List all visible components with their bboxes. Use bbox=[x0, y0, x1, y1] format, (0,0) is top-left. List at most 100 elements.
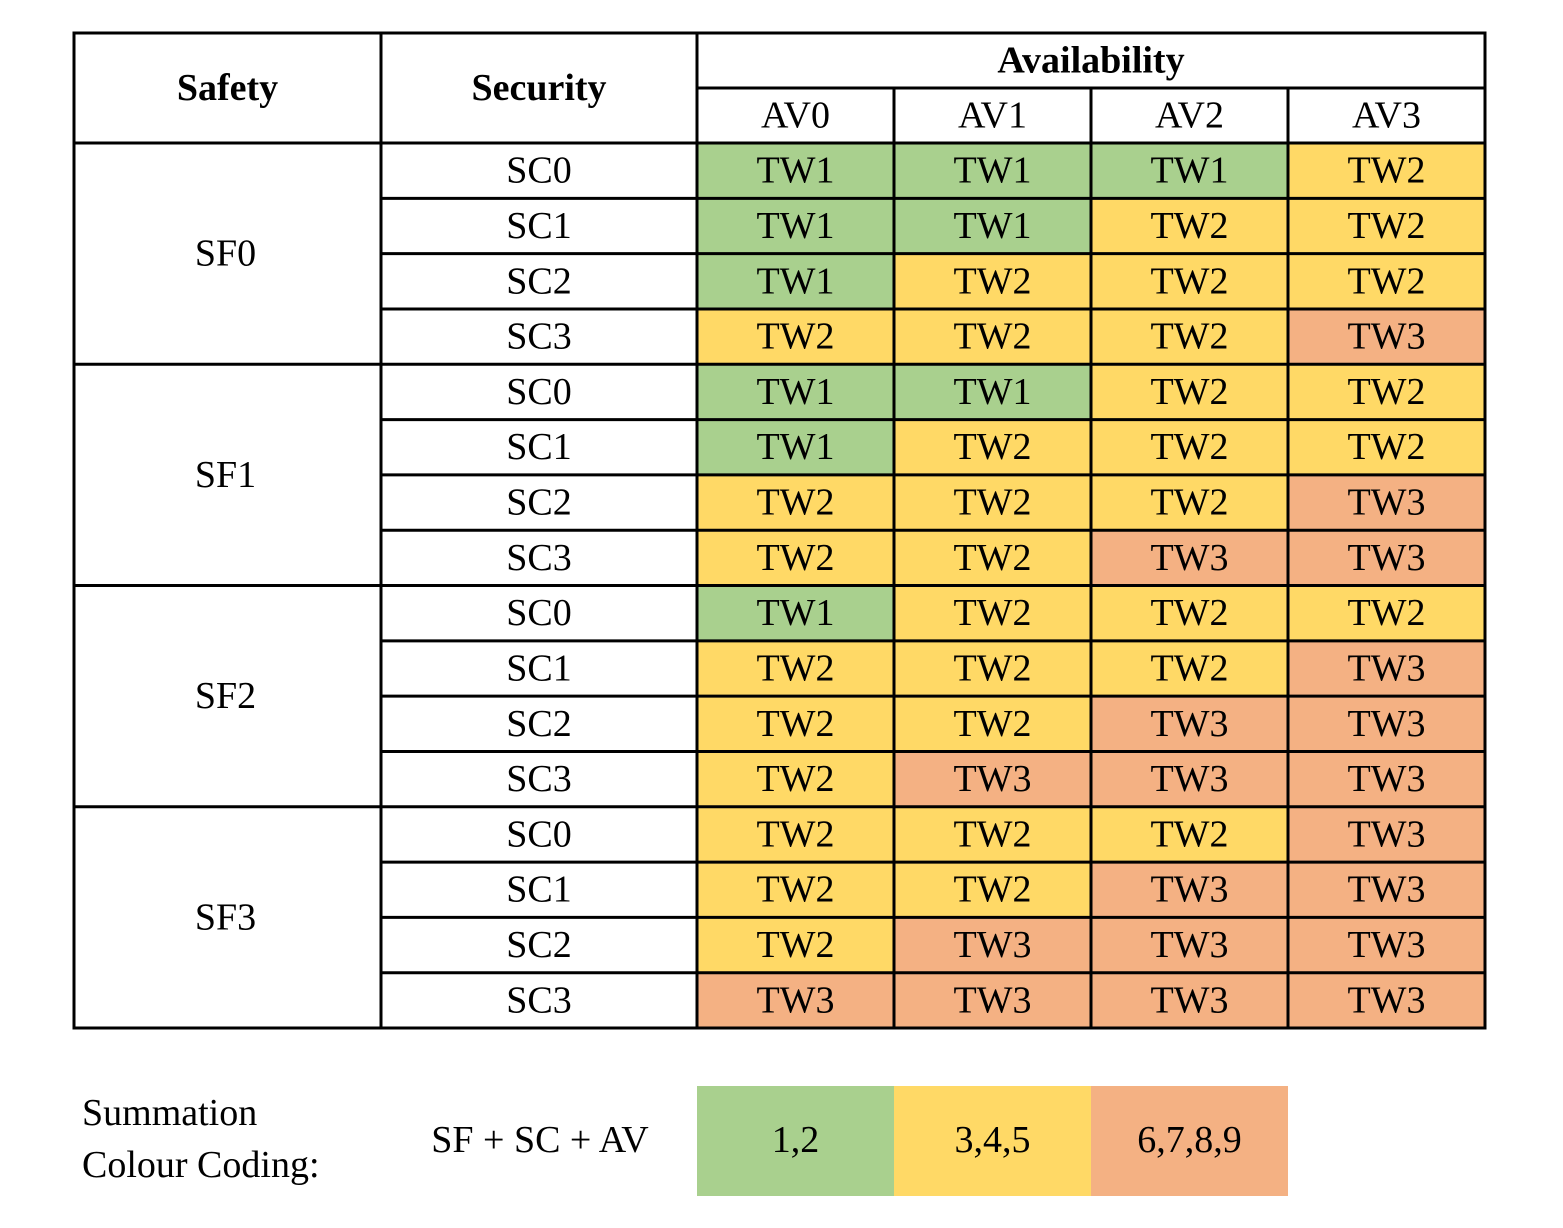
cell-text: TW2 bbox=[756, 482, 834, 524]
cell-fill bbox=[894, 751, 1091, 807]
cell-fill bbox=[1288, 530, 1485, 586]
cell-fill bbox=[1091, 474, 1288, 531]
cell-text: TW1 bbox=[1150, 150, 1228, 192]
cell-fill bbox=[894, 143, 1091, 199]
safety-label: SF3 bbox=[195, 896, 256, 938]
cell-fill bbox=[1091, 253, 1288, 309]
cell-fill bbox=[1091, 806, 1288, 863]
security-label: SC2 bbox=[506, 482, 571, 524]
cell-fill bbox=[697, 585, 894, 641]
cell-fill bbox=[894, 253, 1091, 309]
cell-text: TW2 bbox=[953, 426, 1031, 468]
cell-fill bbox=[1091, 364, 1288, 420]
legend-swatch bbox=[697, 1086, 894, 1196]
cell-text: TW2 bbox=[756, 647, 834, 689]
cell-text: TW3 bbox=[1347, 924, 1425, 966]
security-label: SC1 bbox=[506, 426, 571, 468]
security-label: SC1 bbox=[506, 205, 571, 247]
cell-text: TW1 bbox=[756, 426, 834, 468]
cell-text: TW2 bbox=[756, 869, 834, 911]
cell-fill bbox=[894, 640, 1091, 697]
header: Security bbox=[471, 67, 606, 109]
cell-fill bbox=[1091, 696, 1288, 752]
cell-fill bbox=[697, 917, 894, 973]
security-label: SC3 bbox=[506, 758, 571, 800]
header: Availability bbox=[997, 40, 1184, 82]
cell-text: TW2 bbox=[1150, 426, 1228, 468]
cell-text: TW3 bbox=[1150, 703, 1228, 745]
cell-fill bbox=[697, 806, 894, 863]
cell-fill bbox=[1091, 530, 1288, 586]
cell-text: TW2 bbox=[1150, 205, 1228, 247]
cell-fill bbox=[1091, 640, 1288, 697]
safety-label: SF0 bbox=[195, 233, 256, 275]
cell-text: TW2 bbox=[1347, 426, 1425, 468]
cell-text: TW2 bbox=[756, 703, 834, 745]
cell-text: TW2 bbox=[953, 813, 1031, 855]
cell-text: TW2 bbox=[756, 758, 834, 800]
cell-text: TW2 bbox=[1150, 260, 1228, 302]
cell-text: TW3 bbox=[1347, 703, 1425, 745]
legend-label: 1,2 bbox=[772, 1119, 820, 1161]
cell-fill bbox=[894, 972, 1091, 1028]
cell-fill bbox=[697, 143, 894, 199]
cell-text: TW1 bbox=[756, 371, 834, 413]
cell-text: TW1 bbox=[953, 150, 1031, 192]
cell-text: TW2 bbox=[1347, 592, 1425, 634]
cell-text: TW3 bbox=[1150, 758, 1228, 800]
cell-fill bbox=[894, 917, 1091, 973]
legend-formula: SF + SC + AV bbox=[431, 1119, 649, 1161]
cell-fill bbox=[1288, 198, 1485, 254]
cell-text: TW3 bbox=[1150, 537, 1228, 579]
legend-title: Colour Coding: bbox=[82, 1144, 320, 1186]
cell-fill bbox=[697, 862, 894, 918]
cell-fill bbox=[1091, 198, 1288, 254]
cell-text: TW3 bbox=[953, 924, 1031, 966]
cell-text: TW3 bbox=[756, 979, 834, 1021]
cell-text: TW2 bbox=[953, 703, 1031, 745]
cell-fill bbox=[697, 253, 894, 309]
cell-text: TW2 bbox=[1150, 592, 1228, 634]
cell-text: TW2 bbox=[953, 537, 1031, 579]
table-border bbox=[72, 31, 1487, 1030]
level-header: AV1 bbox=[958, 95, 1027, 137]
cell-text: TW1 bbox=[953, 371, 1031, 413]
cell-text: TW3 bbox=[1347, 537, 1425, 579]
cell-fill bbox=[1091, 585, 1288, 641]
security-label: SC1 bbox=[506, 647, 571, 689]
cell-fill bbox=[1091, 143, 1288, 199]
cell-text: TW1 bbox=[756, 260, 834, 302]
level-header: AV0 bbox=[761, 95, 830, 137]
cell-text: TW3 bbox=[1347, 758, 1425, 800]
security-label: SC2 bbox=[506, 260, 571, 302]
cell-text: TW2 bbox=[1150, 371, 1228, 413]
cell-text: TW3 bbox=[953, 979, 1031, 1021]
cell-fill bbox=[697, 419, 894, 475]
cell-fill bbox=[1091, 419, 1288, 475]
cell-text: TW3 bbox=[1347, 813, 1425, 855]
cell-text: TW2 bbox=[756, 924, 834, 966]
cell-text: TW2 bbox=[1150, 482, 1228, 524]
cell-fill bbox=[1091, 917, 1288, 973]
cell-fill bbox=[1091, 862, 1288, 918]
cell-text: TW2 bbox=[1347, 260, 1425, 302]
legend-title: Summation bbox=[82, 1092, 257, 1134]
cell-fill bbox=[894, 696, 1091, 752]
cell-text: TW1 bbox=[756, 592, 834, 634]
cell-fill bbox=[1288, 143, 1485, 199]
cell-text: TW1 bbox=[953, 205, 1031, 247]
cell-fill bbox=[1288, 585, 1485, 641]
cell-fill bbox=[894, 474, 1091, 531]
legend-label: 3,4,5 bbox=[955, 1119, 1031, 1161]
cell-text: TW1 bbox=[756, 150, 834, 192]
security-label: SC3 bbox=[506, 537, 571, 579]
security-label: SC0 bbox=[506, 150, 571, 192]
legend-label: 6,7,8,9 bbox=[1137, 1119, 1242, 1161]
cell-text: TW3 bbox=[1347, 869, 1425, 911]
security-label: SC3 bbox=[506, 316, 571, 358]
cell-text: TW3 bbox=[1150, 869, 1228, 911]
cell-fill bbox=[697, 530, 894, 586]
level-header: AV3 bbox=[1352, 95, 1421, 137]
cell-fill bbox=[1288, 806, 1485, 863]
